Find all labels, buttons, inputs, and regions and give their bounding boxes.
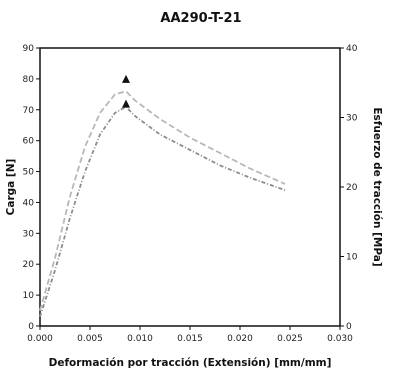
y2-tick-label: 20 [346,183,358,193]
y2-axis-ticks: 0 10 20 30 40 [340,44,358,332]
y-tick-label: 10 [23,291,35,301]
y-axis-ticks: 0 10 20 30 40 50 60 70 80 90 [23,44,40,332]
y-tick-label: 90 [23,44,35,54]
series-line-1 [39,90,286,311]
marker-layer [122,74,130,108]
x-tick-label: 0.000 [27,334,53,344]
x-tick-label: 0.030 [327,334,353,344]
y-tick-label: 40 [23,198,35,208]
x-tick-label: 0.005 [77,334,103,344]
y-tick-label: 50 [23,168,35,178]
series-line-2 [39,105,286,317]
y-tick-label: 80 [23,75,35,85]
y-tick-label: 30 [23,229,35,239]
y2-tick-label: 40 [346,44,358,54]
y-tick-label: 60 [23,137,35,147]
x-tick-label: 0.020 [227,334,253,344]
y2-axis-label: Esfuerzo de tracción [MPa] [371,107,383,266]
y2-tick-label: 0 [346,322,352,332]
y2-tick-label: 10 [346,253,358,263]
x-tick-label: 0.025 [277,334,303,344]
x-tick-label: 0.010 [127,334,153,344]
x-axis-ticks: 0.000 0.005 0.010 0.015 0.020 0.025 0.030 [27,326,353,344]
peak-marker-1 [122,74,130,83]
peak-marker-2 [122,99,130,108]
y-axis-label: Carga [N] [5,159,17,216]
series-layer [39,90,286,317]
plot-frame [39,47,341,327]
y-tick-label: 20 [23,260,35,270]
x-tick-label: 0.015 [177,334,203,344]
chart-title: AA290-T-21 [160,11,241,26]
x-axis-label: Deformación por tracción (Extensión) [mm… [49,357,332,369]
y2-tick-label: 30 [346,114,358,124]
y-tick-label: 0 [28,322,34,332]
y-tick-label: 70 [23,106,35,116]
